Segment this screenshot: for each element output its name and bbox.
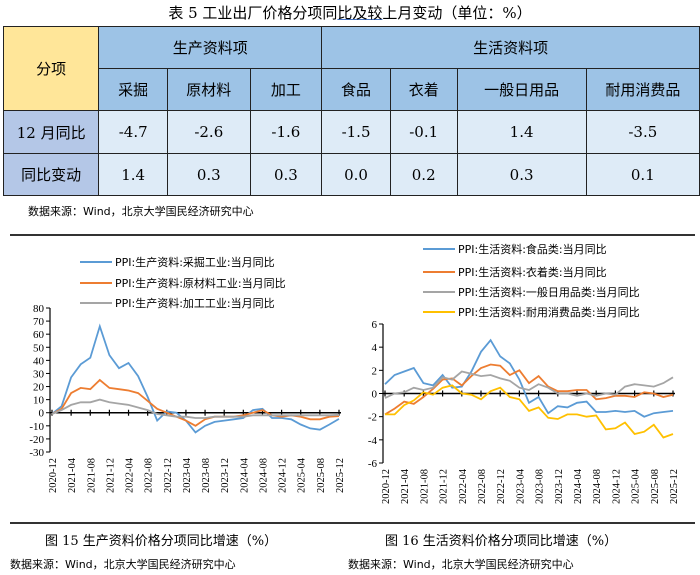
row-label: 同比变动: [2, 153, 100, 196]
table-cell: -2.6: [167, 110, 251, 154]
x-tick-label: 2022-04: [458, 468, 469, 504]
chart1-caption: 图 15 生产资料价格分项同比增速（%）: [45, 534, 278, 549]
table-cell: -1.5: [321, 110, 391, 154]
table-cell: 0.2: [389, 153, 458, 196]
column-header: 加工: [249, 68, 323, 111]
legend-label: PPI:生产资料:加工工业:当月同比: [115, 296, 275, 310]
chart2-source: 数据来源：Wind，北京大学国民经济研究中心: [348, 558, 574, 571]
x-tick-label: 2023-12: [554, 469, 565, 504]
series-line: [51, 378, 340, 427]
legend-label: PPI:生产资料:原材料工业:当月同比: [115, 276, 286, 290]
x-tick-label: 2025-12: [669, 469, 680, 504]
group-header-production: 生产资料项: [98, 26, 323, 69]
chart2-caption: 图 16 生活资料价格分项同比增速（%）: [385, 534, 618, 549]
series-line: [385, 384, 674, 439]
x-tick-label: 2022-08: [144, 458, 155, 493]
x-tick-label: 2021-04: [67, 457, 78, 493]
y-tick-label: 50: [33, 342, 45, 354]
table-cell: -1.6: [249, 110, 323, 154]
divider: [10, 522, 695, 524]
legend-label: PPI:生活资料:衣着类:当月同比: [458, 265, 607, 279]
x-tick-label: 2022-12: [496, 469, 507, 504]
table-cell: 1.4: [456, 110, 587, 154]
y-tick-label: 0: [39, 408, 45, 420]
series-line: [51, 398, 340, 419]
y-tick-label: 10: [33, 395, 45, 407]
table-cell: 0.0: [321, 153, 391, 196]
y-tick-label: -4: [368, 435, 378, 447]
x-tick-label: 2021-12: [105, 458, 116, 493]
x-tick-label: 2024-04: [239, 457, 250, 493]
y-tick-label: 4: [372, 342, 378, 354]
column-header: 食品: [321, 68, 391, 111]
ppi-breakdown-table: 分项 生产资料项 生活资料项 采掘 原材料 加工 食品 衣着 一般日用品 耐用消费品 12 …: [2, 26, 700, 196]
y-tick-label: -30: [29, 447, 44, 459]
series-line: [51, 323, 340, 434]
x-tick-label: 2024-12: [611, 469, 622, 504]
series-line: [384, 370, 674, 399]
x-tick-label: 2020-12: [48, 458, 59, 493]
x-tick-label: 2024-12: [278, 458, 289, 493]
y-tick-label: -10: [29, 421, 44, 433]
legend-label: PPI:生活资料:一般日用品类:当月同比: [458, 285, 640, 299]
x-tick-label: 2025-04: [631, 468, 642, 504]
table-source: 数据来源：Wind，北京大学国民经济研究中心: [28, 205, 254, 218]
x-tick-label: 2023-08: [201, 458, 212, 493]
x-tick-label: 2023-08: [535, 469, 546, 504]
y-tick-label: 40: [33, 355, 45, 367]
x-tick-label: 2025-08: [650, 469, 661, 504]
x-tick-label: 2022-12: [163, 458, 174, 493]
y-tick-label: 80: [33, 303, 45, 315]
chart1-source: 数据来源：Wind，北京大学国民经济研究中心: [10, 558, 236, 571]
x-tick-label: 2021-08: [86, 458, 97, 493]
table-title: 表 5 工业出厂价格分项同比及较上月变动（单位：%）: [168, 4, 532, 22]
x-tick-label: 2024-08: [592, 469, 603, 504]
x-tick-label: 2023-04: [182, 457, 193, 493]
y-tick-label: -6: [368, 458, 378, 470]
legend-label: PPI:生活资料:耐用消费品类:当月同比: [458, 305, 640, 319]
x-tick-label: 2022-04: [125, 457, 136, 493]
column-header: 衣着: [389, 68, 458, 111]
x-tick-label: 2025-04: [297, 457, 308, 493]
x-tick-label: 2023-12: [220, 458, 231, 493]
legend-label: PPI:生产资料:采掘工业:当月同比: [115, 255, 275, 269]
x-tick-label: 2021-12: [439, 469, 450, 504]
series-line: [384, 363, 674, 416]
y-tick-label: 70: [33, 316, 45, 328]
x-tick-label: 2023-04: [515, 468, 526, 504]
group-header-consumer: 生活资料项: [321, 26, 700, 69]
y-tick-label: 20: [33, 382, 45, 394]
table-cell: 0.1: [585, 153, 700, 196]
row-label: 12 月同比: [2, 110, 100, 154]
x-tick-label: 2024-04: [573, 468, 584, 504]
y-tick-label: 6: [372, 319, 378, 331]
x-tick-label: 2021-04: [400, 468, 411, 504]
corner-header: 分项: [2, 26, 100, 111]
table-cell: -4.7: [98, 110, 169, 154]
divider: [10, 234, 695, 236]
column-header: 一般日用品: [456, 68, 587, 111]
y-tick-label: 0: [372, 389, 378, 401]
x-tick-label: 2025-12: [335, 458, 346, 493]
table-cell: 0.3: [167, 153, 251, 196]
table-cell: 1.4: [98, 153, 169, 196]
legend-label: PPI:生活资料:食品类:当月同比: [458, 242, 607, 256]
x-tick-label: 2024-08: [258, 458, 269, 493]
x-tick-label: 2022-08: [477, 469, 488, 504]
x-tick-label: 2021-08: [419, 469, 430, 504]
y-tick-label: 30: [33, 368, 45, 380]
y-tick-label: -2: [368, 412, 377, 424]
series-line: [384, 338, 674, 418]
column-header: 采掘: [98, 68, 169, 111]
x-tick-label: 2025-08: [316, 458, 327, 493]
y-tick-label: 60: [33, 329, 45, 341]
y-tick-label: -20: [29, 434, 44, 446]
table-cell: -3.5: [585, 110, 700, 154]
column-header: 耐用消费品: [585, 68, 700, 111]
x-tick-label: 2020-12: [381, 469, 392, 504]
y-tick-label: 2: [372, 365, 378, 377]
